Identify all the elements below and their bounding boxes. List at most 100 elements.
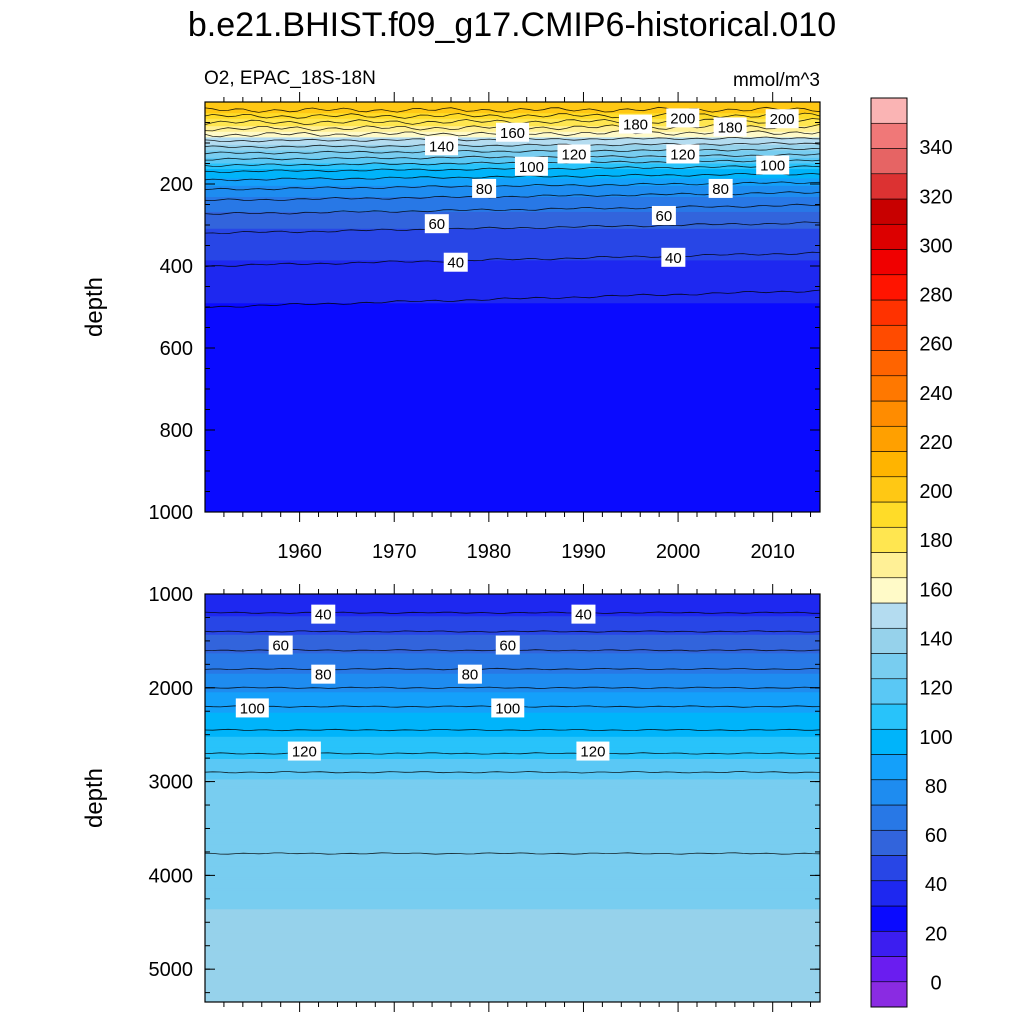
filled-band [205, 467, 820, 470]
filled-band [205, 264, 820, 267]
filled-band [205, 508, 820, 511]
filled-band [205, 355, 820, 358]
contour-label: 40 [443, 252, 468, 272]
filled-band [205, 482, 820, 485]
contour-label-text: 120 [292, 744, 317, 761]
filled-band [205, 1000, 820, 1002]
filled-band [205, 111, 820, 114]
filled-band [205, 290, 820, 293]
contour-label-box [619, 114, 652, 134]
filled-band [205, 506, 820, 509]
filled-band [205, 985, 820, 988]
y-tick-label: 2000 [149, 678, 194, 700]
filled-band [205, 688, 820, 692]
filled-band [205, 441, 820, 444]
filled-band [205, 325, 820, 329]
filled-band [205, 267, 820, 271]
filled-band [205, 457, 820, 461]
filled-band [205, 403, 820, 407]
filled-band [205, 180, 820, 183]
filled-band [205, 390, 820, 394]
contour-line [205, 159, 820, 167]
filled-band [205, 329, 820, 332]
filled-band [205, 215, 820, 219]
filled-band [205, 368, 820, 371]
contour-label-box [425, 136, 459, 156]
filled-band [205, 372, 820, 375]
filled-band [205, 738, 820, 742]
contour-label-box [756, 155, 790, 175]
x-tick-label: 1970 [372, 541, 417, 563]
filled-band [205, 416, 820, 420]
filled-band [205, 770, 820, 773]
filled-band [205, 165, 820, 168]
filled-band [205, 472, 820, 476]
filled-band [205, 603, 820, 606]
filled-band [205, 191, 820, 194]
filled-band [205, 796, 820, 799]
filled-band [205, 619, 820, 623]
filled-band [205, 742, 820, 745]
filled-band [205, 293, 820, 297]
colorbar-swatch [870, 249, 908, 276]
filled-band [205, 989, 820, 992]
filled-band [205, 146, 820, 150]
filled-band [205, 760, 820, 764]
filled-band [205, 305, 820, 308]
x-tick-label: 2000 [656, 541, 701, 563]
y-tick-label: 4000 [149, 865, 194, 887]
y-tick-label: 400 [160, 256, 193, 278]
filled-band [205, 898, 820, 901]
filled-band [205, 618, 820, 621]
filled-band [205, 236, 820, 239]
contour-label-box [287, 741, 321, 761]
filled-band [205, 178, 820, 181]
colorbar-label: 300 [919, 235, 952, 257]
filled-band [205, 874, 820, 877]
filled-band [205, 172, 820, 176]
filled-band [205, 721, 820, 725]
filled-band [205, 407, 820, 411]
filled-band [205, 452, 820, 455]
filled-band [205, 418, 820, 422]
filled-band [205, 887, 820, 890]
filled-band [205, 679, 820, 682]
figure-title: b.e21.BHIST.f09_g17.CMIP6-historical.010 [188, 6, 836, 44]
colorbar-label: 80 [925, 776, 947, 798]
colorbar-label: 340 [919, 137, 952, 159]
contour-label-text: 120 [580, 744, 605, 761]
filled-band [205, 790, 820, 794]
y-tick-label: 3000 [149, 772, 194, 794]
filled-band [205, 595, 820, 599]
y-axis-label: depth [81, 768, 108, 828]
filled-band [205, 385, 820, 388]
filled-band [205, 608, 820, 612]
filled-band [205, 389, 820, 392]
filled-band [205, 107, 820, 111]
filled-band [205, 275, 820, 278]
filled-band [205, 757, 820, 760]
filled-band [205, 684, 820, 688]
filled-band [205, 909, 820, 912]
filled-band [205, 990, 820, 994]
filled-band [205, 314, 820, 317]
contour-label-text: 60 [656, 208, 673, 225]
filled-band [205, 916, 820, 920]
filled-band [205, 963, 820, 966]
filled-band [205, 966, 820, 970]
filled-band [205, 109, 820, 112]
filled-band [205, 277, 820, 280]
filled-band [205, 594, 820, 597]
filled-band [205, 351, 820, 355]
contour-label: 40 [661, 247, 686, 267]
filled-band [205, 428, 820, 431]
filled-band [205, 249, 820, 252]
contour-label-box [491, 698, 525, 718]
filled-band [205, 439, 820, 442]
filled-band [205, 187, 820, 191]
filled-band [205, 881, 820, 884]
colorbar-swatch [870, 804, 908, 831]
filled-band [205, 931, 820, 934]
filled-band [205, 340, 820, 344]
filled-band [205, 239, 820, 243]
